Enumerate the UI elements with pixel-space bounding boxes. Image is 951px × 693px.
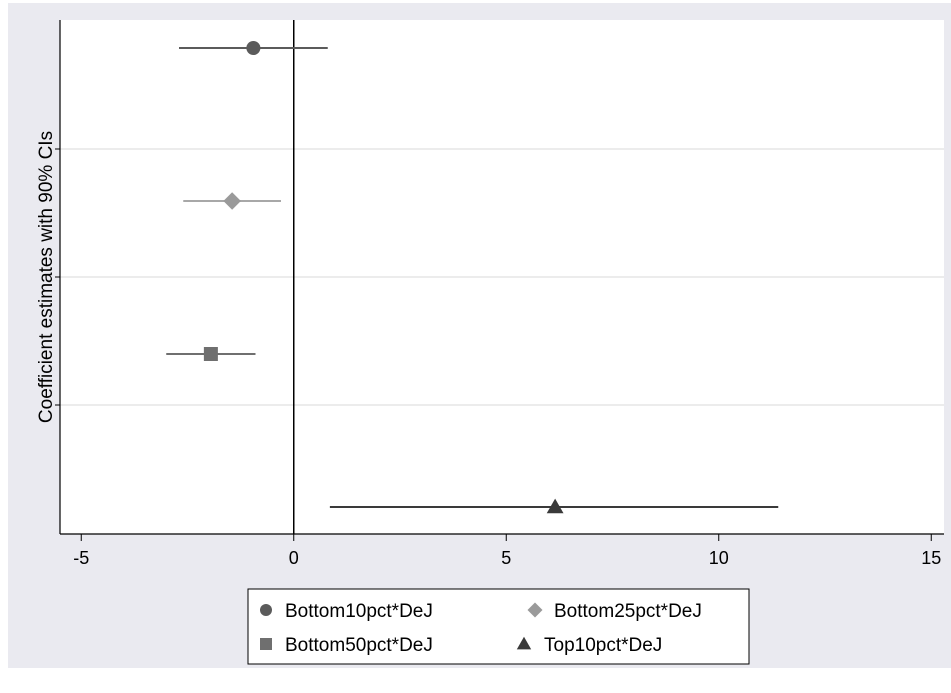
legend-box	[247, 588, 750, 665]
point-diamond	[223, 192, 241, 210]
x-tick-label: 10	[709, 548, 729, 568]
legend-marker-triangle	[516, 636, 532, 650]
legend-label: Bottom50pct*DeJ	[285, 635, 433, 656]
grid-lines	[60, 148, 944, 406]
x-tick-label: 0	[289, 548, 299, 568]
series-layer	[166, 41, 779, 514]
point-triangle	[546, 498, 564, 514]
point-circle	[246, 41, 261, 55]
point-square	[203, 347, 218, 361]
x-tick-label: 15	[921, 548, 941, 568]
y-axis-title: Coefficient estimates with 90% CIs	[36, 131, 57, 423]
legend: Bottom10pct*DeJ Bottom25pct*DeJ Bottom50pc…	[247, 588, 750, 665]
legend-label: Top10pct*DeJ	[544, 635, 662, 656]
legend-label: Bottom10pct*DeJ	[285, 601, 433, 622]
legend-label: Bottom25pct*DeJ	[554, 601, 702, 622]
legend-marker-diamond	[527, 602, 543, 618]
legend-marker-circle	[260, 604, 272, 616]
x-tick-label: 5	[501, 548, 511, 568]
x-tick-label: -5	[73, 548, 89, 568]
axes: -5 0 5 10 15	[55, 20, 944, 568]
legend-marker-square	[260, 638, 272, 650]
